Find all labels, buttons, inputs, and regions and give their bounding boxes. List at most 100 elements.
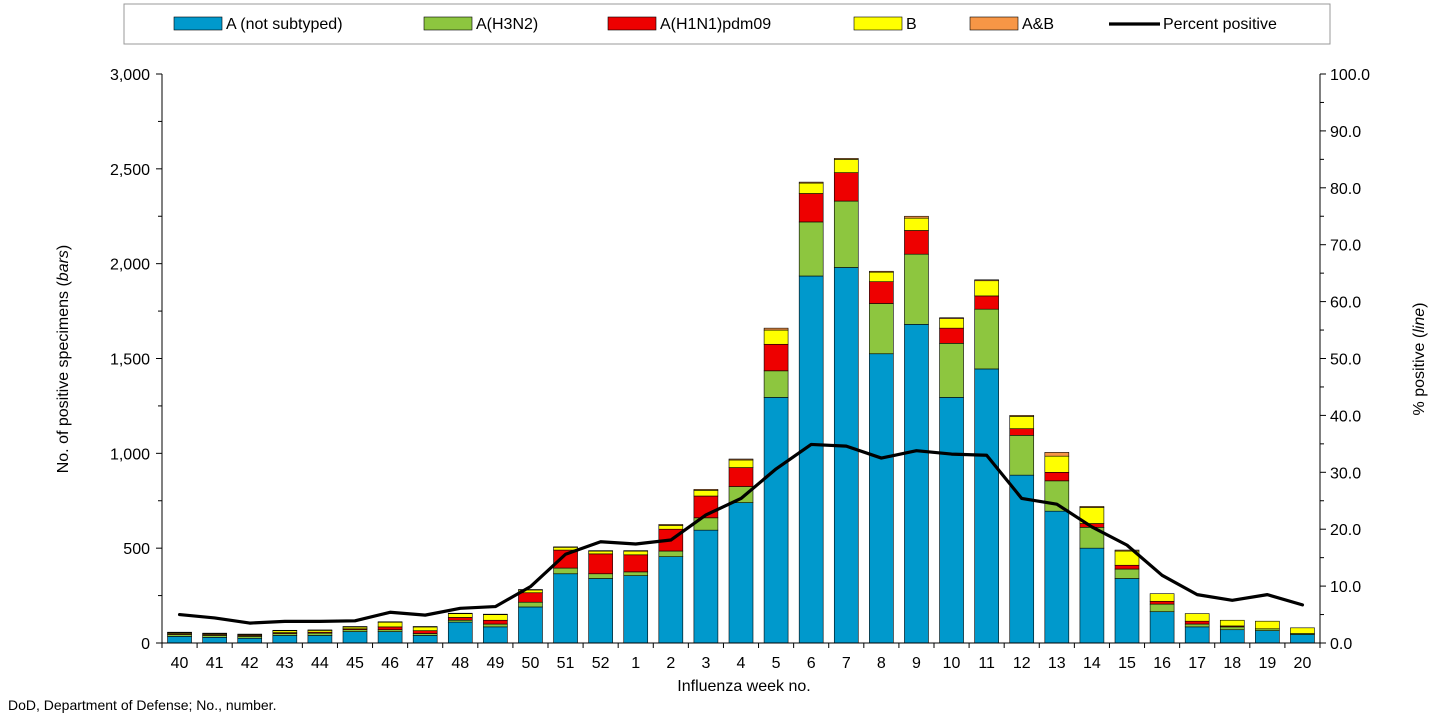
bar-0-18: [1219, 629, 1245, 644]
right-tick-label: 60.0: [1330, 295, 1361, 312]
bar-1-1: [623, 571, 649, 576]
bar-1-49: [483, 623, 508, 628]
left-tick-label: 0: [141, 636, 150, 653]
x-tick-label-6: 6: [807, 655, 816, 672]
bar-0-17: [1184, 626, 1210, 644]
bar-1-44: [307, 632, 333, 636]
bar-1-13: [1044, 480, 1070, 512]
bar-3-6: [798, 182, 824, 194]
bar-3-47: [412, 626, 438, 631]
y2-axis-label-italic: line: [1411, 308, 1428, 333]
y-axis-label-prefix: No. of positive specimens (: [55, 281, 72, 474]
bar-0-52: [588, 578, 613, 644]
x-tick-label-19: 19: [1258, 655, 1276, 672]
legend-label-0: A (not subtyped): [226, 16, 343, 33]
bar-2-5: [763, 343, 789, 372]
x-tick-label-2: 2: [666, 655, 675, 672]
x-tick-label-15: 15: [1118, 655, 1136, 672]
legend-label-line: Percent positive: [1163, 16, 1277, 33]
bar-3-12: [1009, 416, 1035, 429]
bar-2-11: [974, 295, 999, 310]
y2-axis-label-prefix: % positive (: [1411, 332, 1428, 415]
bar-2-6: [798, 193, 824, 223]
bar-4-41: [202, 632, 227, 634]
x-tick-label-50: 50: [522, 655, 540, 672]
bar-2-52: [588, 553, 613, 575]
bar-3-8: [869, 271, 894, 282]
bar-3-9: [904, 217, 929, 231]
x-tick-label-48: 48: [451, 655, 469, 672]
legend-label-4: A&B: [1022, 16, 1054, 33]
bar-2-12: [1009, 428, 1035, 436]
bar-1-7: [833, 200, 859, 268]
bar-0-3: [693, 529, 719, 644]
bar-4-45: [342, 626, 368, 628]
bar-4-47: [412, 626, 438, 628]
bar-4-11: [974, 279, 999, 282]
bar-2-15: [1114, 564, 1140, 570]
bar-4-52: [588, 550, 613, 552]
bar-4-43: [272, 629, 298, 632]
bar-2-4: [728, 467, 754, 487]
x-tick-label-49: 49: [486, 655, 504, 672]
bar-1-50: [518, 601, 543, 608]
legend-swatch-3: [853, 16, 903, 31]
bar-0-7: [833, 267, 859, 644]
bar-0-51: [553, 573, 578, 644]
x-tick-label-51: 51: [557, 655, 575, 672]
x-tick-label-10: 10: [943, 655, 961, 672]
bar-0-13: [1044, 510, 1070, 644]
line-layer: [177, 442, 1305, 625]
y2-axis-label-suffix: ): [1411, 303, 1428, 308]
bar-0-10: [939, 397, 964, 644]
legend-swatch-0: [173, 16, 223, 31]
right-tick-label: 10.0: [1330, 579, 1361, 596]
left-axis: 0 500 1,000 1,500 2,000 2,500 3,000: [110, 67, 163, 653]
x-tick-label-40: 40: [171, 655, 189, 672]
x-tick-label-4: 4: [737, 655, 746, 672]
bar-3-52: [588, 550, 613, 555]
y-axis-label: No. of positive specimens (bars): [55, 245, 72, 474]
legend: A (not subtyped) A(H3N2) A(H1N1)pdm09 B A&B P…: [123, 3, 1331, 45]
bar-4-12: [1009, 415, 1035, 417]
bar-3-2: [658, 525, 684, 530]
bar-0-8: [869, 353, 894, 644]
bar-2-50: [518, 592, 543, 603]
left-tick-label: 3,000: [110, 67, 150, 84]
bar-4-40: [167, 631, 192, 633]
bar-4-50: [518, 589, 543, 591]
legend-swatch-1: [423, 16, 473, 31]
bar-2-10: [939, 327, 964, 344]
bar-2-16: [1149, 600, 1175, 605]
bar-0-19: [1255, 630, 1280, 644]
bar-4-5: [763, 327, 789, 331]
y2-axis-label: % positive (line): [1411, 303, 1428, 416]
x-tick-label-20: 20: [1294, 655, 1312, 672]
legend-label-1: A(H3N2): [476, 16, 538, 33]
bar-1-9: [904, 253, 929, 325]
x-tick-label-7: 7: [842, 655, 851, 672]
bar-3-49: [483, 614, 508, 621]
x-tick-label-14: 14: [1083, 655, 1101, 672]
bar-1-2: [658, 550, 684, 558]
bar-0-48: [447, 621, 473, 644]
x-tick-label-42: 42: [241, 655, 259, 672]
x-axis: 40 41 42 43 44 45 46 47 48 49 50 51 52 1 2 3 4 5 6 7 8 9 10 11 1…: [161, 642, 1321, 672]
right-tick-label: 100.0: [1330, 67, 1370, 84]
x-tick-label-41: 41: [206, 655, 224, 672]
bar-4-6: [798, 181, 824, 184]
legend-swatch-2: [607, 16, 657, 31]
bar-3-1: [623, 550, 649, 556]
percent-positive-line: [177, 442, 1305, 625]
bar-3-5: [763, 329, 789, 345]
bar-1-51: [553, 567, 578, 575]
bar-4-7: [833, 158, 859, 160]
bar-2-46: [377, 626, 403, 631]
bar-0-15: [1114, 578, 1140, 644]
bar-1-17: [1184, 623, 1210, 628]
bar-2-49: [483, 619, 508, 625]
bar-0-49: [483, 626, 508, 644]
bar-3-13: [1044, 455, 1070, 473]
bar-4-2: [658, 524, 684, 526]
bar-1-5: [763, 370, 789, 398]
